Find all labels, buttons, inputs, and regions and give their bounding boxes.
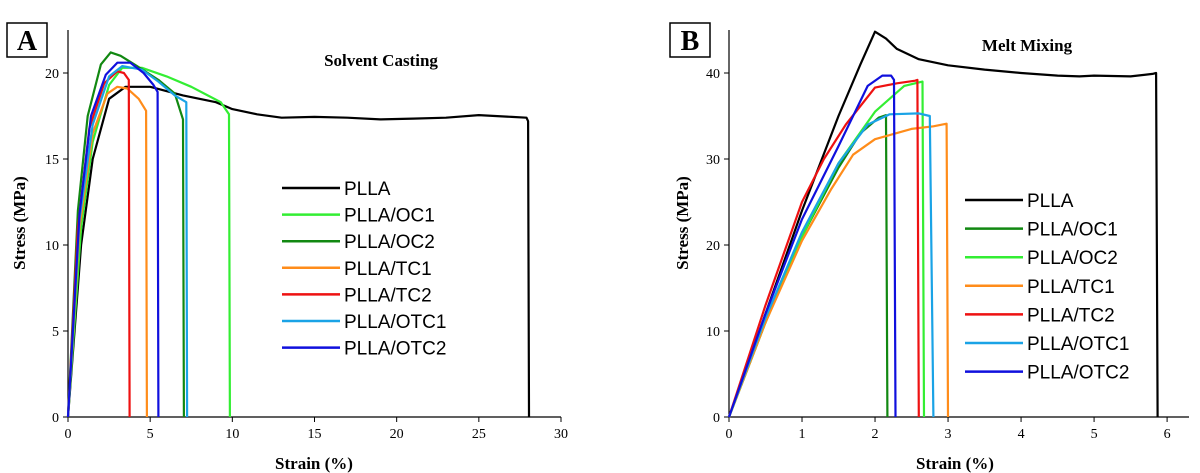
series-line bbox=[66, 51, 185, 418]
series-line bbox=[727, 74, 897, 418]
y-tick-label: 30 bbox=[706, 153, 720, 168]
legend-label: PLLA/OTC1 bbox=[1027, 334, 1129, 355]
x-tick-label: 3 bbox=[945, 427, 952, 442]
legend-label: PLLA/TC2 bbox=[1027, 305, 1115, 326]
y-tick-label: 20 bbox=[45, 67, 59, 82]
x-tick-label: 2 bbox=[872, 427, 879, 442]
legend-label: PLLA/OTC1 bbox=[344, 312, 446, 333]
y-tick-label: 20 bbox=[706, 239, 720, 254]
series-line bbox=[727, 78, 920, 418]
panel-b: B Melt Mixing Strain (%) Stress (MPa) 0 1… bbox=[669, 22, 1189, 473]
x-tick-label: 0 bbox=[65, 427, 72, 442]
series-line bbox=[727, 114, 889, 418]
x-tick-label: 15 bbox=[308, 427, 322, 442]
y-tick-label: 0 bbox=[52, 411, 59, 426]
x-tick-label: 1 bbox=[799, 427, 806, 442]
series-line bbox=[66, 66, 231, 418]
panel-a: A Solvent Casting Strain (%) Stress (MPa… bbox=[6, 22, 568, 473]
y-tick-label: 15 bbox=[45, 153, 59, 168]
x-axis-title: Strain (%) bbox=[916, 454, 994, 473]
x-tick-label: 6 bbox=[1164, 427, 1171, 442]
x-tick-label: 25 bbox=[472, 427, 486, 442]
x-tick-label: 30 bbox=[554, 427, 568, 442]
x-tick-label: 5 bbox=[1091, 427, 1098, 442]
legend-label: PLLA/TC2 bbox=[344, 285, 432, 306]
y-axis-title: Stress (MPa) bbox=[673, 176, 692, 270]
series-line bbox=[66, 85, 148, 418]
y-axis-title: Stress (MPa) bbox=[10, 176, 29, 270]
y-tick-label: 5 bbox=[52, 325, 59, 340]
series-line bbox=[727, 122, 950, 418]
legend-label: PLLA/TC1 bbox=[344, 259, 432, 280]
y-tick-label: 10 bbox=[706, 325, 720, 340]
y-tick-label: 0 bbox=[713, 411, 720, 426]
legend-label: PLLA/OC1 bbox=[1027, 220, 1118, 241]
series-line bbox=[66, 65, 189, 418]
y-tick-label: 40 bbox=[706, 67, 720, 82]
legend-label: PLLA bbox=[1027, 191, 1074, 212]
x-tick-label: 0 bbox=[726, 427, 733, 442]
legend-label: PLLA/OTC2 bbox=[344, 339, 446, 360]
plot-area: 0 1 2 3 4 5 6 0 10 20 30 40 PLLA PLLA/OC1 PLLA/OC2 PLLA… bbox=[706, 30, 1189, 442]
chart-title: Solvent Casting bbox=[324, 51, 438, 70]
series-line bbox=[727, 30, 1159, 418]
series-line bbox=[66, 61, 160, 418]
legend-label: PLLA/OC2 bbox=[1027, 248, 1118, 269]
x-tick-label: 10 bbox=[225, 427, 239, 442]
legend-label: PLLA/OC2 bbox=[344, 232, 435, 253]
panel-letter-box bbox=[6, 22, 48, 58]
x-axis-title: Strain (%) bbox=[275, 454, 353, 473]
y-tick-label: 10 bbox=[45, 239, 59, 254]
x-tick-label: 4 bbox=[1018, 427, 1025, 442]
legend-label: PLLA/OC1 bbox=[344, 206, 435, 227]
series-line bbox=[66, 85, 531, 418]
x-tick-label: 5 bbox=[147, 427, 154, 442]
legend-label: PLLA bbox=[344, 179, 391, 200]
legend-label: PLLA/OTC2 bbox=[1027, 363, 1129, 384]
panel-letter: B bbox=[681, 26, 700, 57]
chart-title: Melt Mixing bbox=[982, 36, 1073, 55]
plot-area: 0 5 10 15 20 25 30 0 5 10 15 20 PLLA PLLA/OC1 PLLA/OC2… bbox=[45, 30, 568, 442]
series-line bbox=[727, 112, 935, 418]
x-tick-label: 20 bbox=[390, 427, 404, 442]
panel-letter: A bbox=[17, 26, 38, 57]
legend-label: PLLA/TC1 bbox=[1027, 277, 1115, 298]
panel-letter-box bbox=[669, 22, 711, 58]
